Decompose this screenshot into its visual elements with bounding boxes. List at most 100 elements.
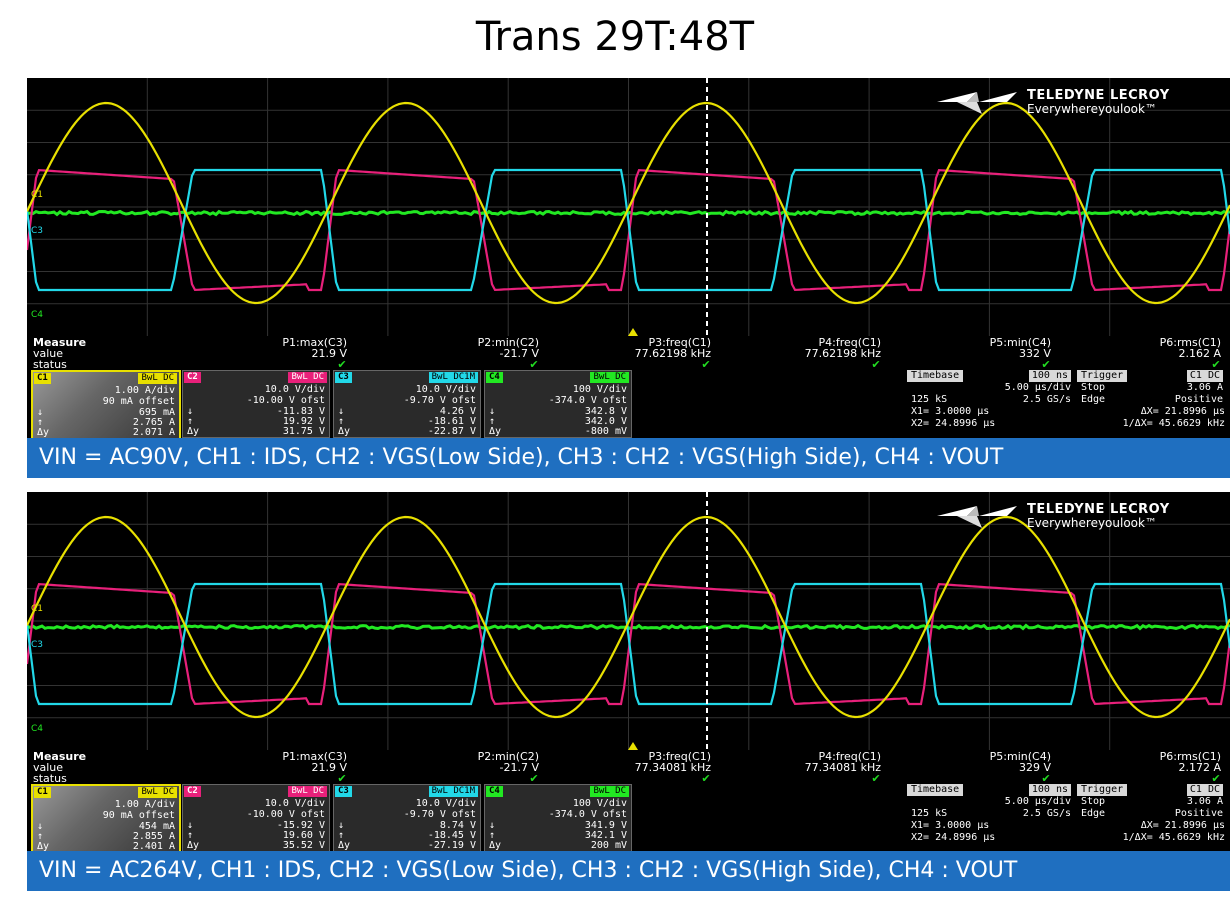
channel-dy: -800 mV [585,426,627,438]
trigger-type: Edge [1081,808,1105,819]
timebase-perdiv: 5.00 µs/div [1005,382,1071,393]
page-title: Trans 29T:48T [0,14,1230,60]
c3-marker: C3 [31,640,43,650]
cursor-x2: X2= 24.8996 µs [911,832,995,843]
measure-table: Measure value status P1:max(C3) 21.9 V ✔… [27,750,1230,786]
c3-marker: C3 [31,226,43,236]
trigger-channel: C1 DC [1187,370,1223,382]
param-value: 77.34081 kHz [711,761,881,774]
timebase-label: Timebase [907,784,963,796]
channel-tag: C1 [34,787,51,798]
timebase-samples: 125 kS [911,394,947,405]
trigger-label: Trigger [1077,370,1127,382]
cursor-x1: X1= 3.0000 µs [911,406,989,417]
oscilloscope-panel-1: TELEDYNE LECROY Everywhereyoulook™ C1 C3… [27,78,1230,446]
trigger-marker-icon [628,742,638,750]
cursor-invdx: 1/ΔX= 45.6629 kHz [1123,832,1225,843]
trigger-box[interactable]: Trigger C1 DC Stop 3.06 A Edge Positive [1077,784,1225,824]
trigger-label: Trigger [1077,784,1127,796]
waveform-plot-1 [27,78,1230,336]
param-value: 329 V [881,761,1051,774]
param-value: 2.172 A [1051,761,1221,774]
trigger-marker-icon [628,328,638,336]
timebase-value: 100 ns [1029,370,1071,382]
channel-coupling: BwL DC [138,373,177,384]
timebase-box[interactable]: Timebase 100 ns 5.00 µs/div 125 kS 2.5 G… [907,370,1073,434]
caption-2: VIN = AC264V, CH1 : IDS, CH2 : VGS(Low S… [27,851,1230,891]
c1-marker: C1 [31,190,43,200]
param-value: 77.62198 kHz [711,347,881,360]
trigger-level: 3.06 A [1187,382,1223,393]
cursor-dx: ΔX= 21.8996 µs [1141,406,1225,417]
lecroy-logo: TELEDYNE LECROY Everywhereyoulook™ [937,502,1227,530]
param-value: 2.162 A [1051,347,1221,360]
channel-tag: C4 [486,786,503,797]
c4-marker: C4 [31,724,43,734]
channel-tag: C2 [184,372,201,383]
caption-1: VIN = AC90V, CH1 : IDS, CH2 : VGS(Low Si… [27,438,1230,478]
param-value: 21.9 V [177,347,347,360]
timebase-value: 100 ns [1029,784,1071,796]
trigger-slope: Positive [1175,808,1223,819]
cursor-invdx: 1/ΔX= 45.6629 kHz [1123,418,1225,429]
oscilloscope-panel-2: TELEDYNE LECROY Everywhereyoulook™ C1 C3… [27,492,1230,860]
logo-tagline: Everywhereyoulook™ [1027,516,1157,530]
channel-dy: -22.87 V [428,426,476,438]
channel-coupling: BwL DC [288,786,327,797]
c1-marker: C1 [31,604,43,614]
param-value: 332 V [881,347,1051,360]
channel-coupling: BwL DC [590,786,629,797]
lecroy-logo-icon [937,88,1017,116]
c4-marker: C4 [31,310,43,320]
channel-coupling: BwL DC [138,787,177,798]
logo-brand: TELEDYNE LECROY [1027,502,1170,517]
param-value: -21.7 V [369,347,539,360]
cursor-delta: ΔX= 21.8996 µs 1/ΔX= 45.6629 kHz [1077,820,1227,844]
channel-dy: 31.75 V [283,426,325,438]
logo-tagline: Everywhereyoulook™ [1027,102,1157,116]
trigger-slope: Positive [1175,394,1223,405]
channel-box-c2[interactable]: C2 BwL DC 10.0 V/div -10.00 V ofst ↓ -15.… [182,784,330,852]
channel-tag: C3 [335,372,352,383]
trigger-box[interactable]: Trigger C1 DC Stop 3.06 A Edge Positive [1077,370,1225,410]
trigger-mode: Stop [1081,796,1105,807]
timebase-perdiv: 5.00 µs/div [1005,796,1071,807]
param-value: 21.9 V [177,761,347,774]
timebase-rate: 2.5 GS/s [1023,394,1071,405]
channel-tag: C3 [335,786,352,797]
waveform-plot-2 [27,492,1230,750]
lecroy-logo-icon [937,502,1017,530]
timebase-samples: 125 kS [911,808,947,819]
channel-coupling: BwL DC1M [429,372,478,383]
channel-box-c4[interactable]: C4 BwL DC 100 V/div -374.0 V ofst ↓ 342.8… [484,370,632,438]
trigger-mode: Stop [1081,382,1105,393]
channel-box-c1[interactable]: C1 BwL DC 1.00 A/div 90 mA offset ↓ 695 m… [31,370,181,440]
cursor-dx: ΔX= 21.8996 µs [1141,820,1225,831]
measure-table: Measure value status P1:max(C3) 21.9 V ✔… [27,336,1230,372]
channel-tag: C2 [184,786,201,797]
channel-box-c3[interactable]: C3 BwL DC1M 10.0 V/div -9.70 V ofst ↓ 8.7… [333,784,481,852]
channel-box-c2[interactable]: C2 BwL DC 10.0 V/div -10.00 V ofst ↓ -11.… [182,370,330,438]
cursor-x2: X2= 24.8996 µs [911,418,995,429]
channel-box-c1[interactable]: C1 BwL DC 1.00 A/div 90 mA offset ↓ 454 m… [31,784,181,854]
channel-tag: C4 [486,372,503,383]
trigger-level: 3.06 A [1187,796,1223,807]
param-value: 77.62198 kHz [541,347,711,360]
param-value: 77.34081 kHz [541,761,711,774]
timebase-box[interactable]: Timebase 100 ns 5.00 µs/div 125 kS 2.5 G… [907,784,1073,848]
channel-box-c4[interactable]: C4 BwL DC 100 V/div -374.0 V ofst ↓ 341.9… [484,784,632,852]
channel-coupling: BwL DC [590,372,629,383]
channel-tag: C1 [34,373,51,384]
channel-coupling: BwL DC [288,372,327,383]
cursor-x1: X1= 3.0000 µs [911,820,989,831]
channel-coupling: BwL DC1M [429,786,478,797]
trigger-channel: C1 DC [1187,784,1223,796]
channel-box-c3[interactable]: C3 BwL DC1M 10.0 V/div -9.70 V ofst ↓ 4.2… [333,370,481,438]
param-value: -21.7 V [369,761,539,774]
logo-brand: TELEDYNE LECROY [1027,88,1170,103]
cursor-delta: ΔX= 21.8996 µs 1/ΔX= 45.6629 kHz [1077,406,1227,430]
timebase-label: Timebase [907,370,963,382]
lecroy-logo: TELEDYNE LECROY Everywhereyoulook™ [937,88,1227,116]
timebase-rate: 2.5 GS/s [1023,808,1071,819]
trigger-type: Edge [1081,394,1105,405]
